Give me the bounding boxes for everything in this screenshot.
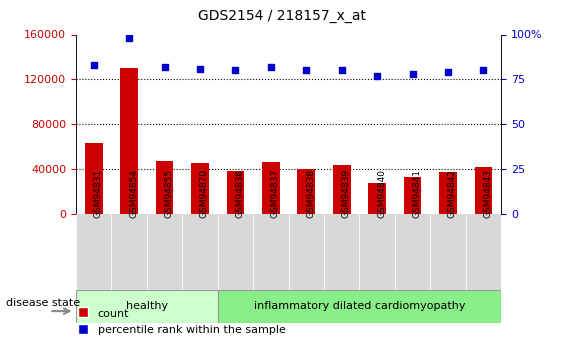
Text: GSM94842: GSM94842 xyxy=(448,169,457,218)
Text: GSM94854: GSM94854 xyxy=(129,169,138,218)
Bar xyxy=(439,172,457,214)
Point xyxy=(124,35,133,41)
Point xyxy=(160,64,169,70)
Bar xyxy=(430,214,466,290)
Bar xyxy=(191,164,209,214)
Point xyxy=(444,69,453,75)
Text: GSM94840: GSM94840 xyxy=(377,169,386,218)
Bar xyxy=(156,161,173,214)
Bar xyxy=(368,183,386,214)
Bar xyxy=(76,290,218,323)
Text: GSM94855: GSM94855 xyxy=(164,169,173,218)
Bar xyxy=(262,162,280,214)
Bar xyxy=(289,214,324,290)
Point xyxy=(231,68,240,73)
Point xyxy=(408,71,417,77)
Bar xyxy=(218,214,253,290)
Legend: count, percentile rank within the sample: count, percentile rank within the sample xyxy=(73,304,290,339)
Text: disease state: disease state xyxy=(6,298,80,308)
Bar xyxy=(253,214,289,290)
Text: GSM94831: GSM94831 xyxy=(93,169,102,218)
Bar xyxy=(111,214,147,290)
Point xyxy=(302,68,311,73)
Bar xyxy=(404,177,421,214)
Bar xyxy=(395,214,430,290)
Bar xyxy=(333,165,351,214)
Text: GSM94837: GSM94837 xyxy=(271,169,280,218)
Bar xyxy=(297,169,315,214)
Text: GSM94839: GSM94839 xyxy=(342,169,351,218)
Bar xyxy=(466,214,501,290)
Text: GDS2154 / 218157_x_at: GDS2154 / 218157_x_at xyxy=(198,9,365,23)
Bar xyxy=(324,214,359,290)
Text: GSM94843: GSM94843 xyxy=(484,169,493,218)
Bar xyxy=(182,214,218,290)
Point xyxy=(89,62,98,68)
Point xyxy=(266,64,275,70)
Text: GSM94836: GSM94836 xyxy=(235,169,244,218)
Bar xyxy=(475,167,492,214)
Bar xyxy=(226,171,244,214)
Bar xyxy=(120,68,138,214)
Bar xyxy=(359,214,395,290)
Bar xyxy=(147,214,182,290)
Point xyxy=(373,73,382,79)
Text: GSM94870: GSM94870 xyxy=(200,169,209,218)
Text: inflammatory dilated cardiomyopathy: inflammatory dilated cardiomyopathy xyxy=(254,301,465,311)
Bar xyxy=(85,143,102,214)
Point xyxy=(195,66,204,71)
Point xyxy=(479,68,488,73)
Text: healthy: healthy xyxy=(126,301,168,311)
Text: GSM94841: GSM94841 xyxy=(413,169,422,218)
Bar xyxy=(76,214,111,290)
Text: GSM94838: GSM94838 xyxy=(306,169,315,218)
Point xyxy=(337,68,346,73)
Bar xyxy=(218,290,501,323)
